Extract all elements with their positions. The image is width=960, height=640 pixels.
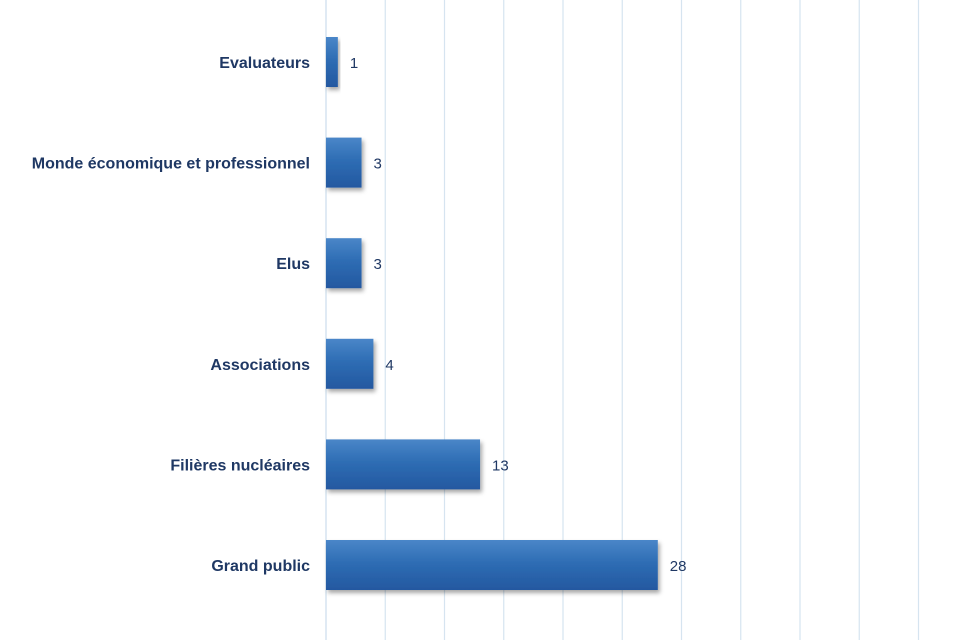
data-label: 13 [492, 457, 509, 474]
bar [326, 238, 362, 289]
category-label: Monde économique et professionnel [32, 156, 310, 173]
category-label: Grand public [211, 558, 310, 575]
bar [326, 137, 362, 188]
data-label: 3 [374, 256, 382, 273]
data-label: 28 [670, 558, 687, 575]
bar [326, 540, 658, 590]
category-labels: Evaluateurs Monde économique et professio… [32, 55, 310, 575]
bars [326, 37, 658, 590]
bar [326, 338, 374, 389]
bar [326, 37, 338, 87]
gridlines [384, 0, 920, 640]
category-label: Associations [210, 357, 310, 374]
bar [326, 439, 481, 490]
data-label: 4 [385, 357, 393, 374]
category-label: Elus [276, 256, 310, 273]
category-label: Filières nucléaires [170, 457, 310, 474]
category-label: Evaluateurs [219, 55, 310, 72]
data-label: 3 [374, 156, 382, 173]
data-label: 1 [350, 55, 358, 72]
